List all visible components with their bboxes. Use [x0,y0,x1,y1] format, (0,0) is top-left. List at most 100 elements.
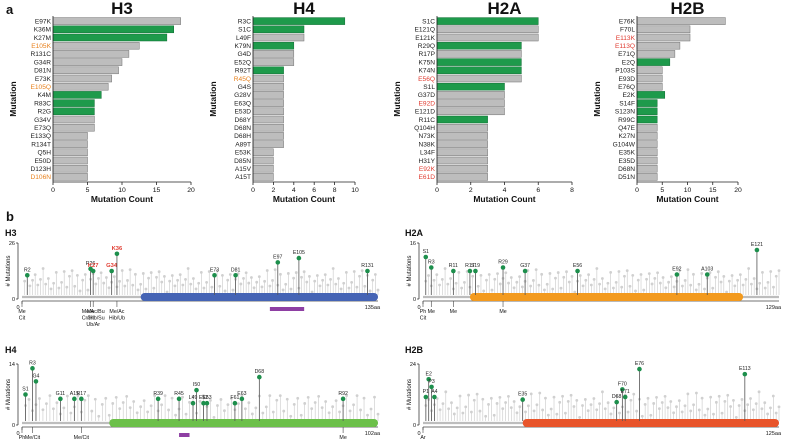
background-lollipop-h3 [147,276,150,280]
background-lollipop-h2b [489,396,493,400]
background-lollipop-h3 [199,271,203,274]
background-lollipop-h2b [612,406,616,410]
bar-h3-e105q [52,82,109,91]
site-label-h4-r92: R92 [338,391,348,397]
site-head-h3-e73 [212,273,217,278]
background-lollipop-h3 [144,287,148,291]
background-lollipop-h3 [292,276,296,280]
background-lollipop-h3 [46,277,50,280]
background-lollipop-h2a [509,276,513,279]
lollipop-y-tick-label-h2a: 16 [410,241,416,247]
bar-h4-d85n [252,156,274,165]
category-label-h4-g4d: G4D [237,51,251,58]
background-lollipop-h2b [663,395,667,398]
category-label-h4-d68y: D68Y [235,117,252,124]
background-lollipop-h2a [460,286,464,290]
background-lollipop-h2a [656,271,659,275]
site-label-h4-g4: G4 [32,373,39,379]
background-lollipop-h4 [230,397,233,400]
category-label-h2a-r17p: R17P [419,51,436,58]
ptm-label-h2a: Me [499,309,506,315]
background-lollipop-h2a [573,290,577,294]
background-lollipop-h2a [518,275,521,278]
background-lollipop-h2b [509,406,513,410]
background-lollipop-h3 [342,281,346,285]
background-lollipop-h2b [632,392,636,396]
background-lollipop-h4 [303,402,307,405]
background-lollipop-h4 [219,398,223,401]
background-lollipop-h2a [647,272,651,276]
background-lollipop-h3 [228,273,232,276]
site-head-h3-e97 [275,260,281,265]
background-lollipop-h2b [492,413,496,417]
background-lollipop-h2b [472,398,476,402]
background-lollipop-h4 [247,401,251,405]
background-lollipop-h3 [281,288,285,292]
lollipop-y-tick-label-h2b: 0 [413,423,416,429]
site-head-h2a-s1 [423,254,429,260]
background-lollipop-h4 [282,409,286,413]
background-lollipop-h4 [146,410,150,414]
background-lollipop-h2a [741,283,745,287]
background-lollipop-h2b [723,399,727,403]
background-lollipop-h3 [350,280,354,284]
background-lollipop-h2a [733,284,737,288]
site-head-h2a-s19 [473,268,478,274]
background-lollipop-h4 [128,406,132,410]
bar-h4-g4s [252,82,284,91]
site-label-h4-g11: G11 [56,391,66,397]
background-lollipop-h2b [695,391,698,395]
protein-length-label-h2a: 129aa [766,305,782,311]
category-label-h2a-e92k: E92K [419,166,436,173]
background-lollipop-h2a [634,289,637,293]
background-lollipop-h2a [761,271,764,274]
background-lollipop-h3 [165,290,169,294]
x-tick-label-h2a: 0 [435,187,439,194]
background-lollipop-h3 [102,281,106,285]
background-lollipop-h2a [722,275,726,278]
background-lollipop-h2a [595,267,599,270]
category-label-h3-e105k: E105K [31,43,51,50]
background-lollipop-h3 [339,287,343,291]
site-label-h3-r131: R131 [361,263,374,269]
histone-fold-domain-h2b [522,419,779,427]
background-lollipop-h2a [645,277,648,281]
background-lollipop-h2b [467,393,470,397]
background-lollipop-h2a [534,268,538,271]
background-lollipop-h2b [595,408,599,412]
background-lollipop-h2b [774,411,778,415]
x-axis-label-h2b: Mutation Count [656,194,718,204]
lollipop-y-tick-label-h2a: 0 [413,297,416,303]
category-label-h4-k79n: K79N [235,43,252,50]
site-head-h3-e105 [296,255,302,261]
bar-h4-r45q [252,74,284,83]
ptm-label-h2a: Cit [420,316,427,322]
background-lollipop-h2b [561,394,564,398]
background-lollipop-h4 [313,401,317,404]
background-lollipop-h2a [490,288,494,292]
bar-h2b-e2k [636,91,666,99]
category-label-h3-d81n: D81N [34,68,51,75]
bar-h2a-e121k [436,33,539,42]
background-lollipop-h4 [174,413,177,417]
background-lollipop-h2b [714,400,718,404]
background-lollipop-h2b [464,405,468,409]
background-lollipop-h2a [471,274,475,278]
bar-h2b-p103s [636,66,663,75]
protein-start-label-h3: 0 [16,305,19,311]
site-label-h3-r26: R26 [86,261,96,267]
background-lollipop-h2a [772,285,775,289]
bar-h4-a89t [252,140,284,148]
background-lollipop-h2b [717,394,721,398]
background-lollipop-h4 [163,394,167,398]
bar-h4-e52q [252,58,295,66]
category-label-h2a-n38k: N38K [419,141,436,148]
background-lollipop-h2a [551,287,555,291]
site-head-h4-e63 [239,396,245,402]
category-label-h3-q5h: Q5H [37,150,51,157]
bar-h2a-e92k [436,164,488,173]
x-tick-label-h4: 6 [312,187,316,194]
site-label-h4-s1: S1 [22,387,28,393]
x-tick-label-h3: 15 [153,187,161,194]
background-lollipop-h3 [202,286,206,290]
